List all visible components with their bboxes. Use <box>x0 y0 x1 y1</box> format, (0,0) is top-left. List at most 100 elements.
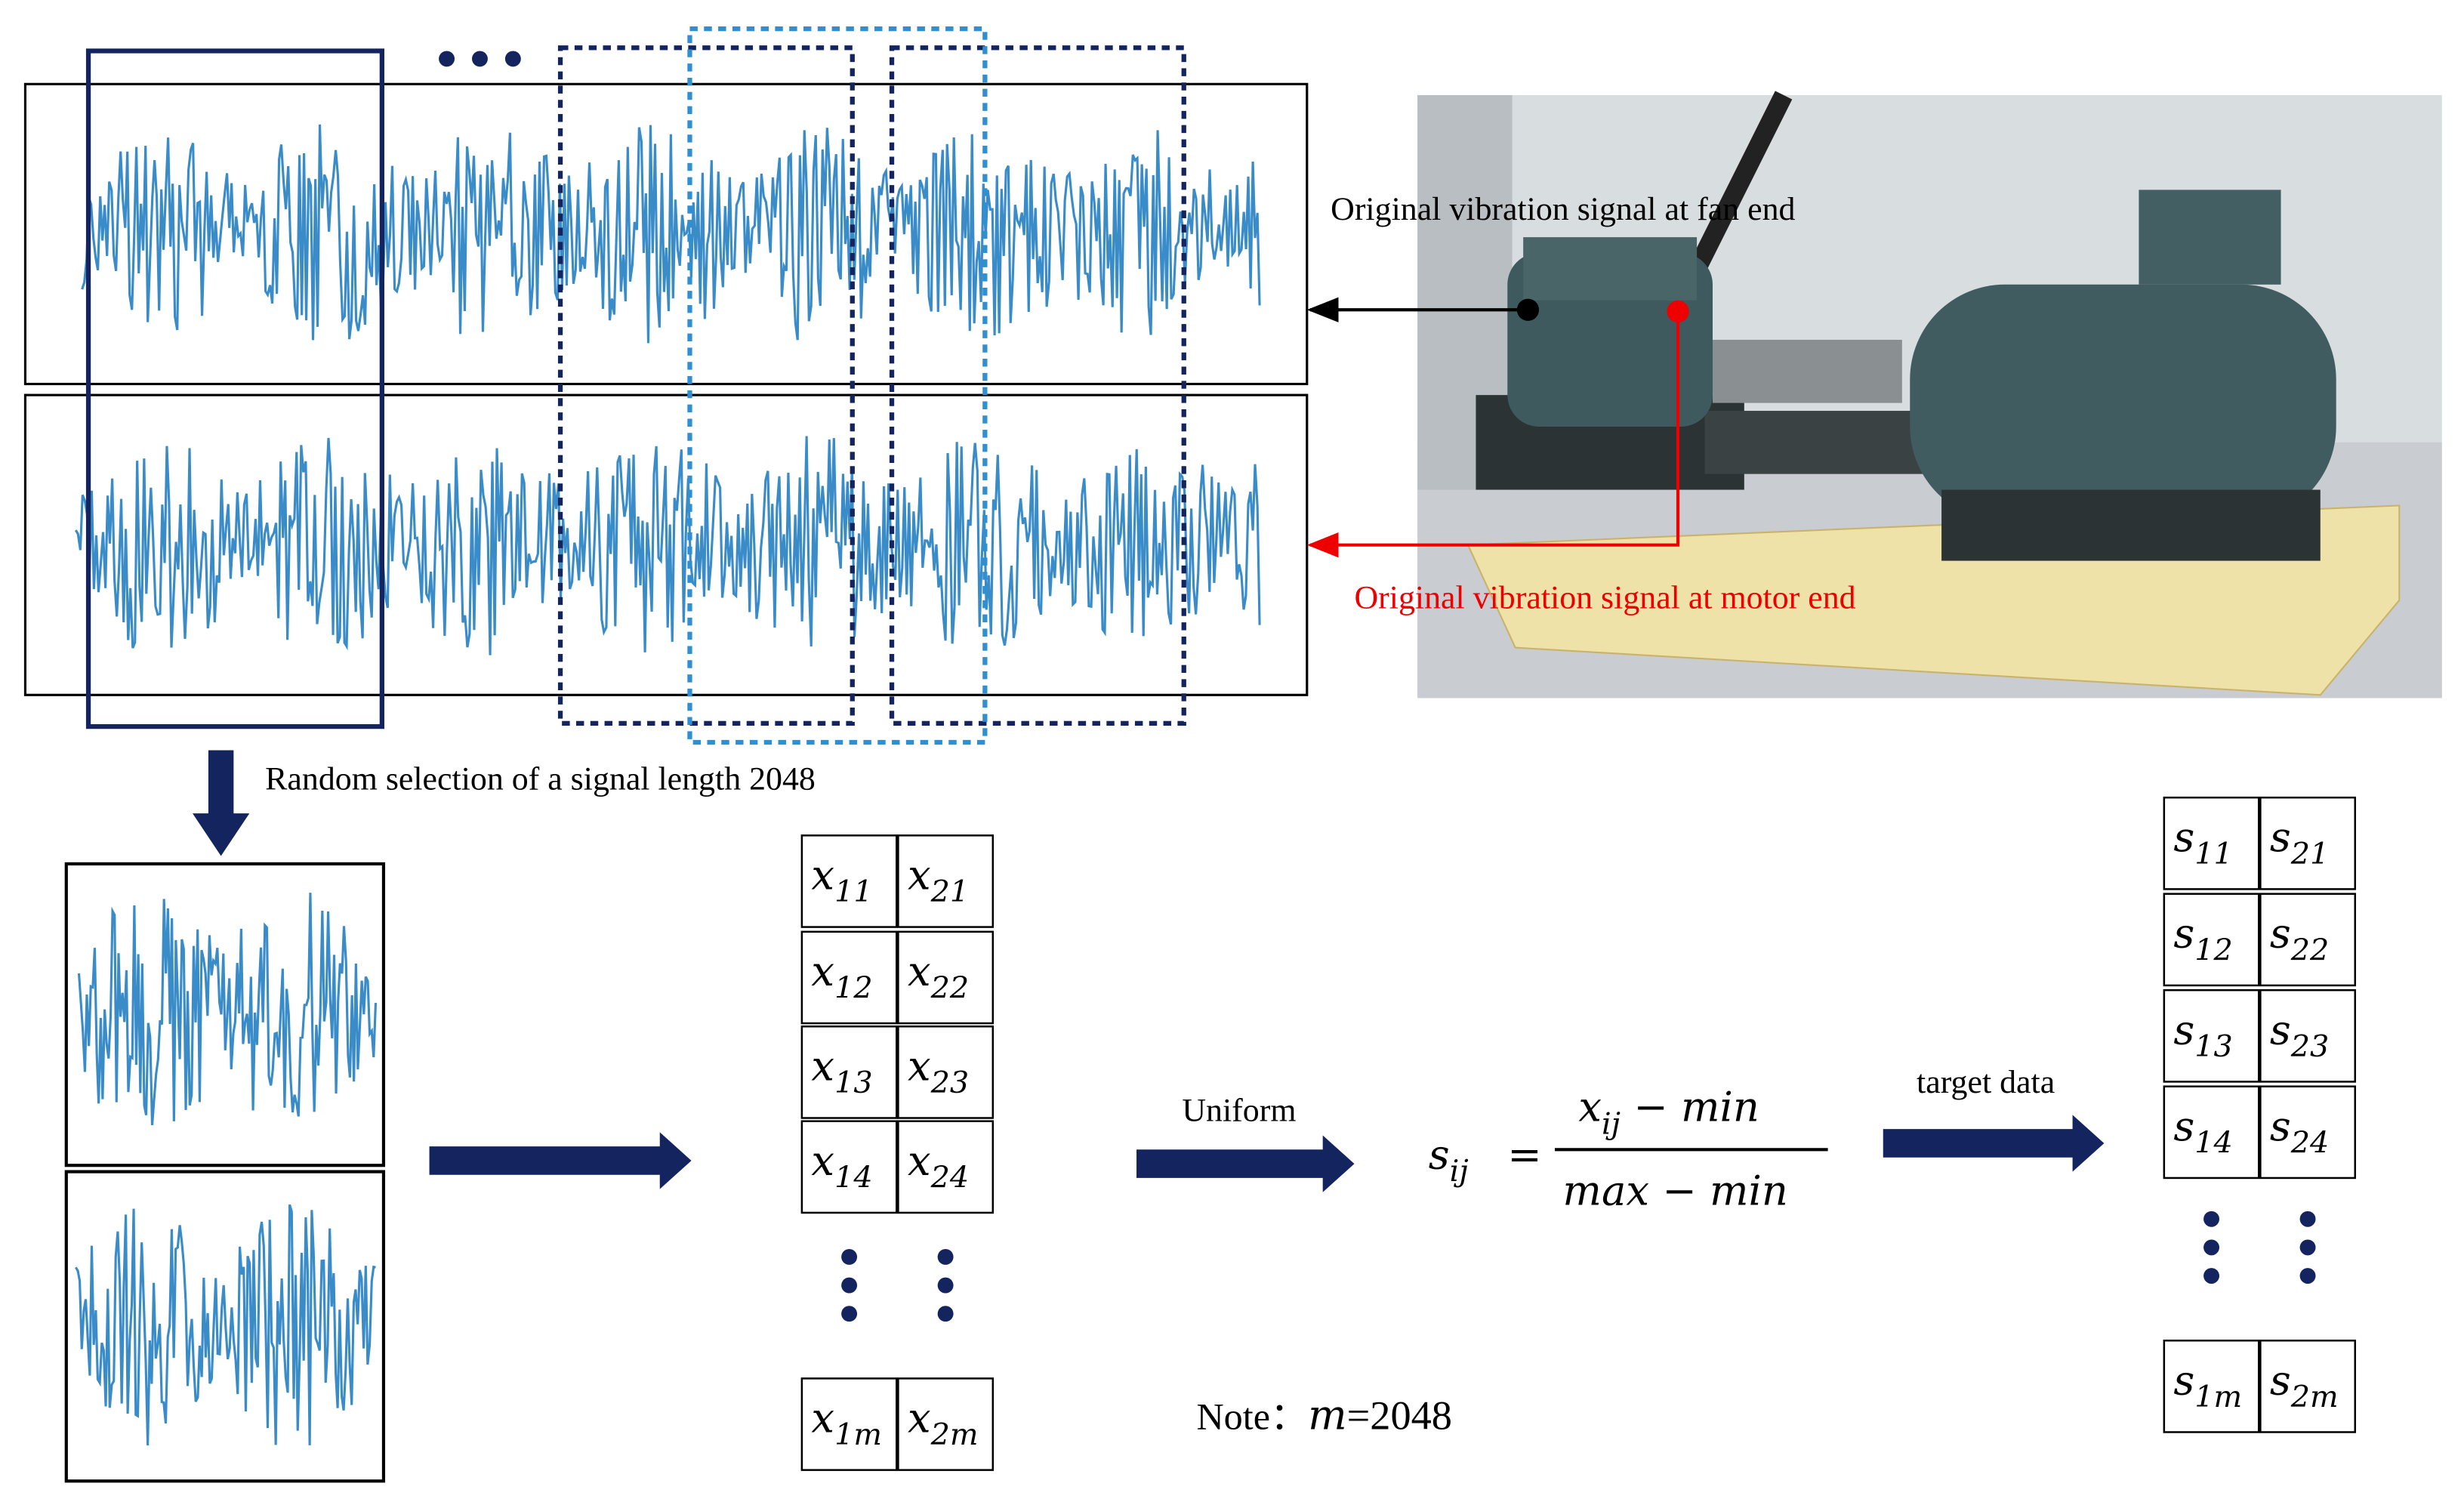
entry-base: s <box>2270 1356 2291 1404</box>
matrix-cell <box>800 1025 898 1119</box>
segment-box <box>64 1170 386 1483</box>
entry-sub: 21 <box>2290 837 2330 871</box>
entry-base: s <box>2173 813 2194 861</box>
window <box>687 26 988 745</box>
matrix-cell <box>2163 988 2260 1083</box>
entry-sub: 1m <box>2194 1380 2242 1414</box>
waveform <box>74 1204 376 1446</box>
arrow <box>429 1132 692 1189</box>
waveform <box>77 893 378 1126</box>
entry-base: s <box>2270 1006 2291 1053</box>
matrix-entry: x11 <box>811 851 872 909</box>
matrix-entry: x12 <box>811 948 872 1006</box>
matrix-cell <box>897 834 995 928</box>
matrix-entry: x14 <box>811 1137 872 1195</box>
dot <box>937 1306 954 1322</box>
entry-sub: 2m <box>2290 1380 2339 1414</box>
matrix-cell <box>2259 988 2357 1083</box>
arrow <box>193 750 250 856</box>
matrix-entry: s21 <box>2270 813 2329 871</box>
matrix-cell <box>800 1120 898 1214</box>
matrix-entry: s12 <box>2173 910 2232 968</box>
sensor <box>1667 300 1689 322</box>
matrix-cell <box>2163 1339 2260 1433</box>
matrix-cell <box>800 1377 898 1471</box>
matrix-cell <box>2163 1085 2260 1180</box>
matrix-entry: s2m <box>2270 1356 2339 1414</box>
target-label: target data <box>1917 1064 2055 1100</box>
matrix-entry: x21 <box>908 851 969 909</box>
matrix-entry: s23 <box>2270 1006 2329 1064</box>
arrow <box>1136 1135 1355 1192</box>
matrix-cell <box>897 930 995 1025</box>
signals <box>74 124 1261 1446</box>
matrix-cell <box>2259 796 2357 890</box>
note: Note：m=2048 <box>1196 1391 1451 1439</box>
arrow <box>1306 311 1680 558</box>
window <box>889 45 1186 726</box>
entry-base: x <box>811 1137 834 1185</box>
dot <box>841 1277 858 1294</box>
entry-sub: 22 <box>930 971 970 1006</box>
dot <box>841 1248 858 1265</box>
entry-base: s <box>2173 1006 2194 1053</box>
entry-base: x <box>908 1394 931 1442</box>
photo <box>1417 91 2442 699</box>
matrix-entry: x1m <box>811 1394 882 1452</box>
entry-sub: 11 <box>834 874 873 909</box>
dot <box>2203 1268 2219 1284</box>
entry-sub: 23 <box>930 1066 970 1100</box>
entry-base: x <box>811 851 834 899</box>
dot <box>2299 1211 2316 1227</box>
matrix-cell <box>897 1377 995 1471</box>
dot <box>2299 1239 2316 1256</box>
matrix-cell <box>2259 1085 2357 1180</box>
entry-base: x <box>908 1137 931 1185</box>
ellipsis <box>439 51 521 67</box>
entry-sub: 14 <box>834 1160 873 1195</box>
entry-sub: 11 <box>2194 837 2233 871</box>
entry-sub: 1m <box>834 1417 882 1452</box>
entry-sub: 24 <box>2290 1125 2330 1160</box>
fan-label: Original vibration signal at fan end <box>1331 191 1795 227</box>
matrix-entry: s1m <box>2173 1356 2242 1414</box>
dot <box>841 1306 858 1322</box>
entry-base: x <box>811 1394 834 1442</box>
entry-sub: 22 <box>2290 933 2330 967</box>
entry-sub: 14 <box>2194 1125 2233 1160</box>
arrow <box>1883 1115 2105 1172</box>
matrix-cell <box>2259 1339 2357 1433</box>
matrix-entry: s24 <box>2270 1103 2329 1161</box>
entry-sub: 23 <box>2290 1029 2330 1064</box>
entry-base: x <box>908 1042 931 1090</box>
signal-box <box>23 82 1309 386</box>
matrix-cell <box>897 1025 995 1119</box>
entry-base: s <box>2270 910 2291 958</box>
entry-sub: 2m <box>930 1417 979 1452</box>
matrix-cell <box>2163 893 2260 987</box>
entry-sub: 13 <box>2194 1029 2233 1064</box>
entry-sub: 12 <box>2194 933 2233 967</box>
dot <box>2203 1239 2219 1256</box>
entry-base: s <box>2173 1103 2194 1150</box>
entry-base: x <box>908 851 931 899</box>
matrix-cell <box>800 930 898 1025</box>
entry-base: s <box>2173 910 2194 958</box>
matrix-entry: s14 <box>2173 1103 2232 1161</box>
selection-label: Random selection of a signal length 2048 <box>265 761 816 797</box>
matrix-entry: x2m <box>908 1394 979 1452</box>
matrix-entry: x22 <box>908 948 969 1006</box>
window <box>85 48 384 729</box>
formula-numerator: xij − min <box>1578 1084 1759 1142</box>
matrix-cell <box>897 1120 995 1214</box>
dot <box>937 1248 954 1265</box>
waveform <box>81 124 1261 344</box>
entry-base: x <box>811 948 834 995</box>
uniform-label: Uniform <box>1182 1093 1296 1129</box>
window <box>557 45 855 726</box>
entry-base: s <box>2173 1356 2194 1404</box>
dot <box>937 1277 954 1294</box>
entry-base: s <box>2270 1103 2291 1150</box>
